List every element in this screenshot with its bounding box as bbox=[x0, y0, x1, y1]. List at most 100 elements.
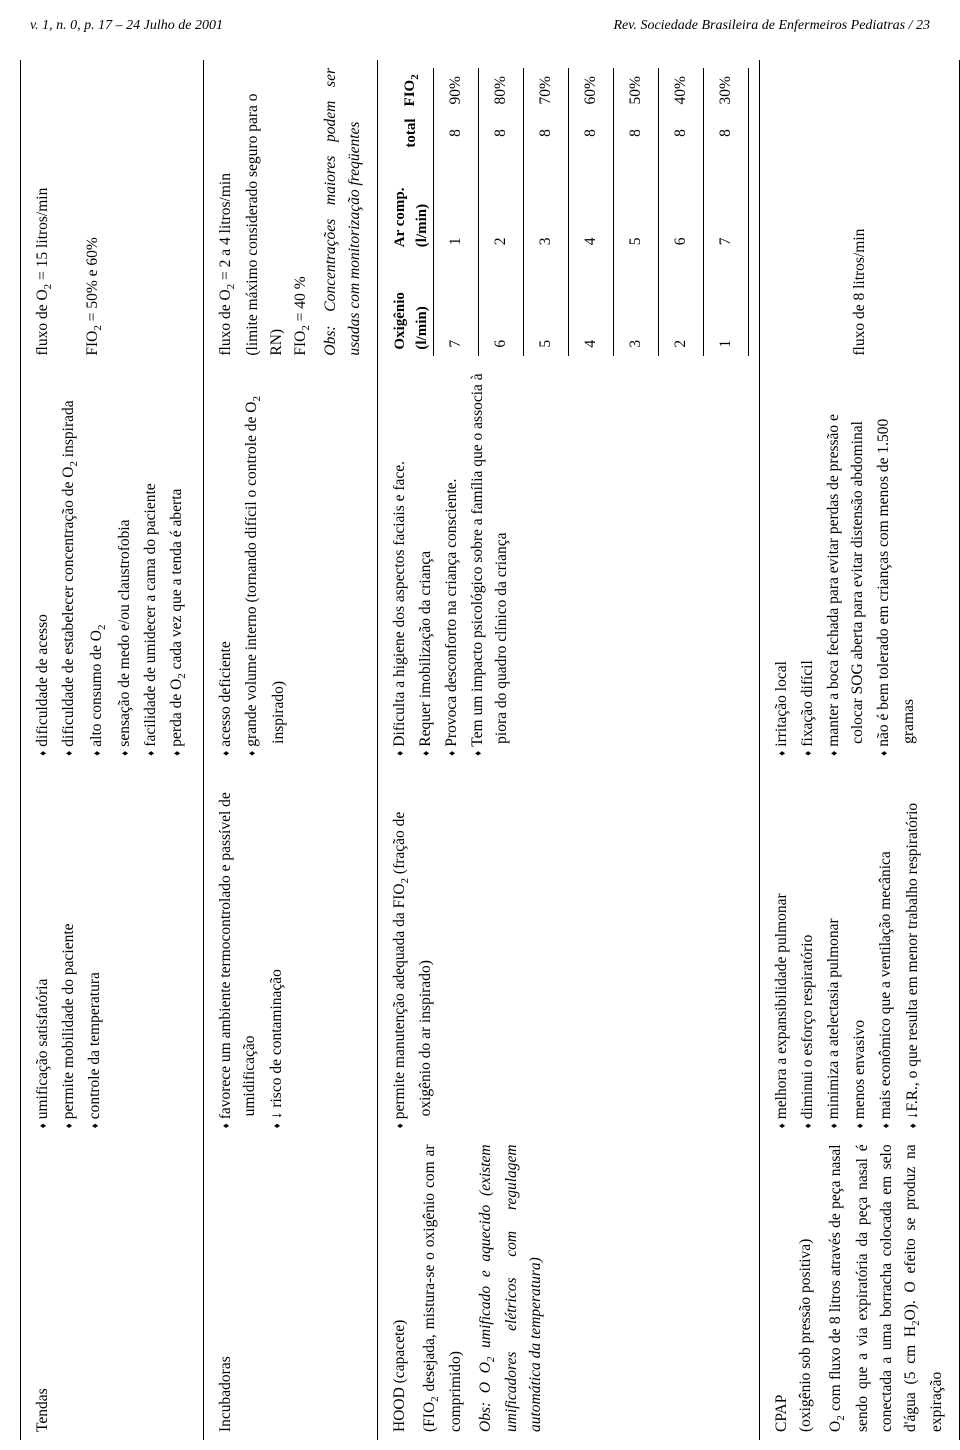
flow-row: 71890% bbox=[434, 68, 479, 356]
table-row: Incubadorasfavorece um ambiente termocon… bbox=[204, 60, 377, 1440]
flow-cell: 8 bbox=[479, 112, 524, 153]
header-right: Rev. Sociedade Brasileira de Enfermeiros… bbox=[614, 18, 931, 34]
param-line: FIO2 = 50% e 60% bbox=[81, 68, 107, 356]
bullet-item: favorece um ambiente termocontrolado e p… bbox=[214, 772, 262, 1129]
flow-row: 53870% bbox=[524, 68, 569, 356]
flow-cell: 2 bbox=[479, 154, 524, 254]
bullet-item: dificuldade de estabelecer concentração … bbox=[57, 372, 83, 756]
param-obs: Obs: Concentrações maiores podem ser usa… bbox=[319, 68, 367, 356]
bullet-item: mais econômico que a ventilação mecânica bbox=[874, 772, 898, 1129]
disadvantages-cell: acesso deficientegrande volume interno (… bbox=[204, 364, 377, 764]
flow-cell: 90% bbox=[434, 68, 479, 112]
bullet-item: umificação satisfatória bbox=[31, 772, 55, 1129]
bullet-item: alto consumo de O2 bbox=[85, 372, 111, 756]
disadvantages-list: acesso deficientegrande volume interno (… bbox=[214, 372, 290, 756]
flow-cell: 4 bbox=[569, 253, 614, 355]
method-title: HOOD (capacete) bbox=[388, 1144, 412, 1432]
bullet-item: perda de O2 cada vez que a tenda é abert… bbox=[165, 372, 191, 756]
flow-cell: 80% bbox=[479, 68, 524, 112]
advantages-list: permite manutenção adequada da FIO2 (fra… bbox=[388, 772, 438, 1129]
bullet-item: ↓F.R., o que resulta em menor trabalho r… bbox=[901, 772, 925, 1129]
method-sub: (oxigênio sob pressão positiva) bbox=[794, 1144, 818, 1432]
flow-row: 44860% bbox=[569, 68, 614, 356]
flow-cell: 8 bbox=[524, 112, 569, 153]
flow-header: total bbox=[390, 112, 434, 153]
method-title: Tendas bbox=[31, 1144, 55, 1432]
bullet-item: Provoca desconforto na criança conscient… bbox=[440, 372, 464, 756]
param-line: fluxo de O2 = 2 a 4 litros/min bbox=[214, 68, 240, 356]
flow-row: 26840% bbox=[659, 68, 704, 356]
bullet-item: permite mobilidade do paciente bbox=[57, 772, 81, 1129]
advantages-list: umificação satisfatóriapermite mobilidad… bbox=[31, 772, 107, 1129]
bullet-item: não é bem tolerado em crianças com menos… bbox=[872, 372, 920, 756]
parameters-cell: fluxo de 8 litros/min bbox=[760, 60, 959, 364]
advantages-cell: favorece um ambiente termocontrolado e p… bbox=[204, 764, 377, 1137]
parameters-cell: fluxo de O2 = 15 litros/min FIO2 = 50% e … bbox=[21, 60, 204, 364]
flow-cell: 60% bbox=[569, 68, 614, 112]
flow-row: 35850% bbox=[614, 68, 659, 356]
bullet-item: facilidade de umidecer a cama do pacient… bbox=[139, 372, 163, 756]
bullet-item: irritação local bbox=[770, 372, 794, 756]
bullet-item: melhora a expansibilidade pulmonar bbox=[770, 772, 794, 1129]
param-line: fluxo de O2 = 15 litros/min bbox=[31, 68, 57, 356]
bullet-item: diminui o esforço respiratório bbox=[796, 772, 820, 1129]
bullet-item: fixação difícil bbox=[796, 372, 820, 756]
flow-header: FIO2 bbox=[390, 68, 434, 112]
flow-cell: 6 bbox=[479, 253, 524, 355]
advantages-cell: permite manutenção adequada da FIO2 (fra… bbox=[377, 764, 760, 1137]
bullet-item: acesso deficiente bbox=[214, 372, 238, 756]
bullet-item: controle da temperatura bbox=[83, 772, 107, 1129]
flow-cell: 3 bbox=[524, 154, 569, 254]
flow-header: Oxigênio (l/min) bbox=[390, 253, 434, 355]
flow-cell: 6 bbox=[659, 154, 704, 254]
flow-cell: 40% bbox=[659, 68, 704, 112]
bullet-item: Requer imobilização da criança bbox=[414, 372, 438, 756]
disadvantages-list: Dificulta a higiene dos aspectos faciais… bbox=[388, 372, 514, 756]
flow-cell: 5 bbox=[524, 253, 569, 355]
flow-cell: 8 bbox=[434, 112, 479, 153]
bullet-item: minimiza a atelectasia pulmonar bbox=[822, 772, 846, 1129]
method-cell: Tendas bbox=[21, 1136, 204, 1440]
flow-cell: 7 bbox=[704, 154, 749, 254]
flow-cell: 8 bbox=[569, 112, 614, 153]
method-note: O2 com fluxo de 8 litros através de peça… bbox=[824, 1144, 948, 1432]
param-line: FIO2 = 40 % bbox=[289, 68, 315, 356]
disadvantages-list: dificuldade de acessodificuldade de esta… bbox=[31, 372, 191, 756]
flow-cell: 3 bbox=[614, 253, 659, 355]
disadvantages-cell: dificuldade de acessodificuldade de esta… bbox=[21, 364, 204, 764]
flow-cell: 2 bbox=[659, 253, 704, 355]
flow-row: 17830% bbox=[704, 68, 749, 356]
bullet-item: Tem um impacto psicológico sobre a famíl… bbox=[466, 372, 514, 756]
param-line: fluxo de 8 litros/min bbox=[848, 68, 872, 356]
flow-mix-table: Oxigênio (l/min)Ar comp. (l/min)totalFIO… bbox=[390, 68, 750, 356]
advantages-cell: melhora a expansibilidade pulmonardiminu… bbox=[760, 764, 959, 1137]
method-title: CPAP bbox=[770, 1144, 794, 1432]
flow-cell: 50% bbox=[614, 68, 659, 112]
flow-header: Ar comp. (l/min) bbox=[390, 154, 434, 254]
bullet-item: ↓ risco de contaminação bbox=[265, 772, 289, 1129]
flow-cell: 4 bbox=[569, 154, 614, 254]
flow-row: 62880% bbox=[479, 68, 524, 356]
method-note: (FIO2 desejada, mistura-se o oxigênio co… bbox=[418, 1144, 468, 1432]
oxygen-delivery-table: Tendas umificação satisfatóriapermite mob… bbox=[20, 60, 960, 1440]
bullet-item: grande volume interno (tornando difícil … bbox=[240, 372, 290, 756]
bullet-item: permite manutenção adequada da FIO2 (fra… bbox=[388, 772, 438, 1129]
bullet-item: sensação de medo e/ou claustrofobia bbox=[113, 372, 137, 756]
table-row: Tendas umificação satisfatóriapermite mob… bbox=[21, 60, 204, 1440]
flow-cell: 7 bbox=[434, 253, 479, 355]
header-left: v. 1, n. 0, p. 17 – 24 Julho de 2001 bbox=[30, 18, 223, 34]
flow-cell: 8 bbox=[704, 112, 749, 153]
method-cell: CPAP(oxigênio sob pressão positiva)O2 co… bbox=[760, 1136, 959, 1440]
rotated-table-wrapper: Tendas umificação satisfatóriapermite mob… bbox=[20, 60, 920, 1440]
bullet-item: manter a boca fechada para evitar perdas… bbox=[822, 372, 870, 756]
method-cell: HOOD (capacete)(FIO2 desejada, mistura-s… bbox=[377, 1136, 760, 1440]
disadvantages-list: irritação localfixação difícilmanter a b… bbox=[770, 372, 920, 756]
parameters-cell: Oxigênio (l/min)Ar comp. (l/min)totalFIO… bbox=[377, 60, 760, 364]
page-header: v. 1, n. 0, p. 17 – 24 Julho de 2001 Rev… bbox=[30, 18, 930, 34]
advantages-list: melhora a expansibilidade pulmonardiminu… bbox=[770, 772, 924, 1129]
disadvantages-cell: Dificulta a higiene dos aspectos faciais… bbox=[377, 364, 760, 764]
param-line: (limite máximo considerado seguro para o… bbox=[241, 68, 289, 356]
advantages-cell: umificação satisfatóriapermite mobilidad… bbox=[21, 764, 204, 1137]
flow-cell: 5 bbox=[614, 154, 659, 254]
flow-cell: 1 bbox=[434, 154, 479, 254]
